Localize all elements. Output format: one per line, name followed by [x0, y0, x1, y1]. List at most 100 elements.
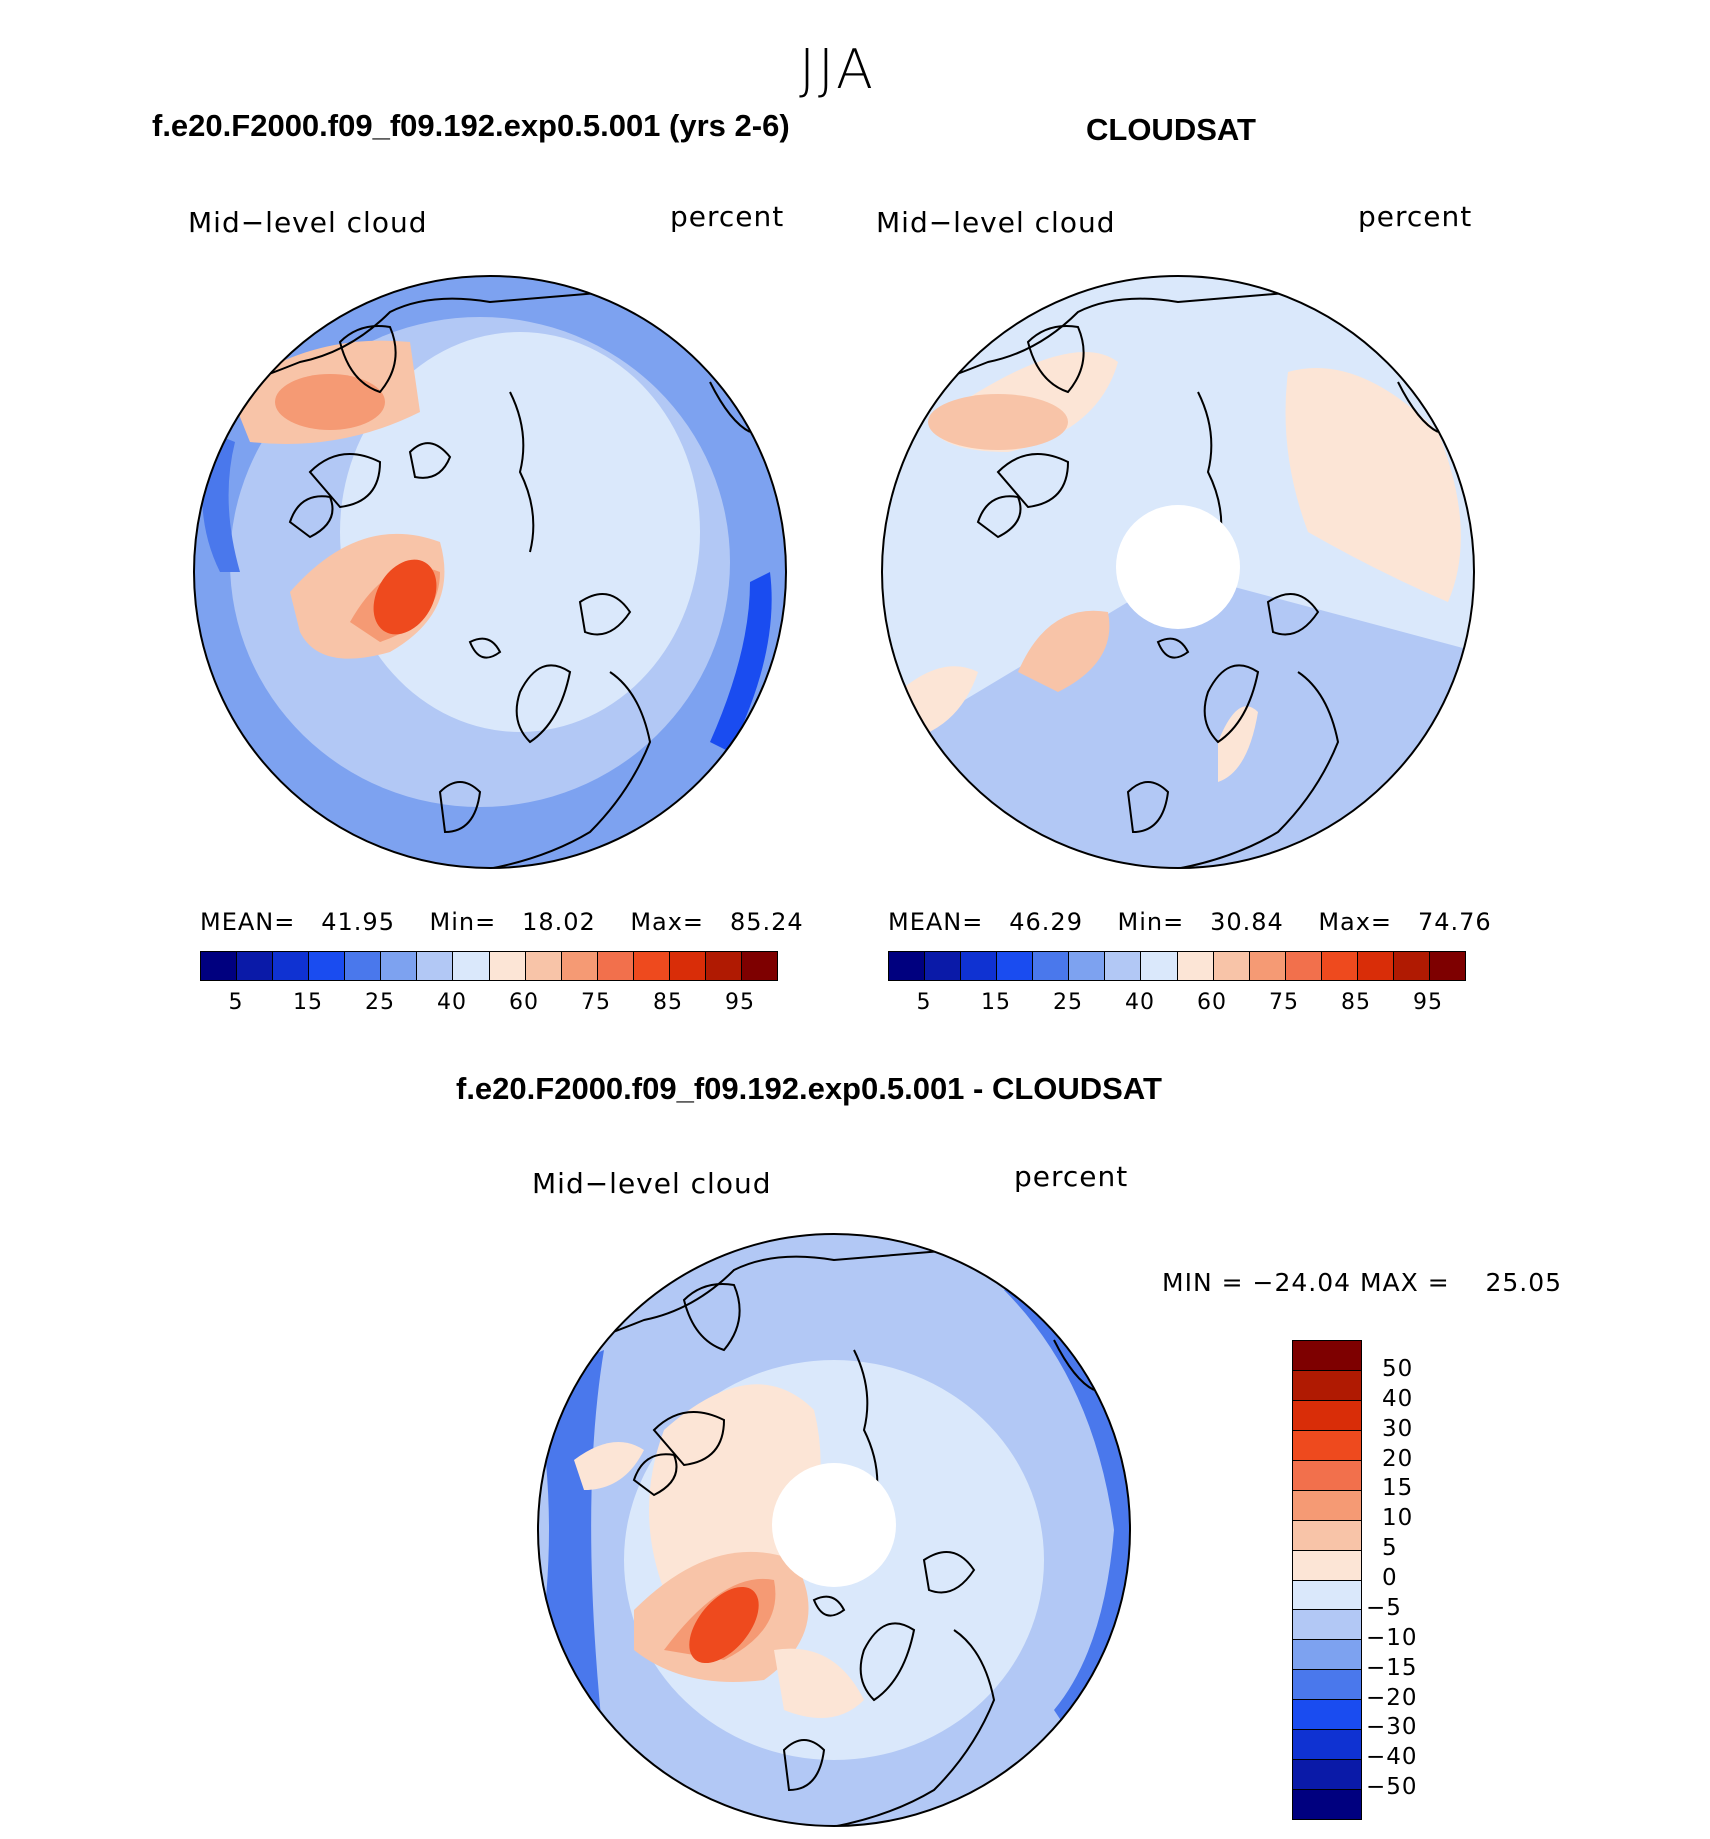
colorbar-swatch	[201, 952, 238, 980]
colorbar-swatch	[453, 952, 490, 980]
colorbar-swatch	[669, 952, 706, 980]
colorbar-tick-label: −20	[1366, 1684, 1418, 1711]
diff-coastlines-2	[538, 1248, 1095, 1826]
model-map-border	[193, 275, 787, 869]
colorbar-tick-label: 5	[916, 990, 932, 1015]
colorbar-tick-label: 95	[725, 990, 755, 1015]
colorbar-swatch	[1069, 952, 1106, 980]
diff-minmax: MIN = −24.04 MAX = 25.05	[1162, 1268, 1563, 1297]
diff-canada-warm	[649, 1384, 821, 1608]
colorbar-swatch	[1429, 952, 1465, 980]
model-panel-title: f.e20.F2000.f09_f09.192.exp0.5.001 (yrs …	[152, 108, 790, 143]
model-coastlines	[288, 325, 632, 834]
colorbar-tick-label: 75	[1269, 990, 1299, 1015]
colorbar-swatch	[1293, 1730, 1361, 1761]
colorbar-swatch	[1293, 1341, 1361, 1371]
colorbar-swatch	[925, 952, 962, 980]
colorbar-swatch	[1213, 952, 1250, 980]
colorbar-tick-label: 0	[1382, 1565, 1398, 1591]
diff-polar-map	[537, 1233, 1131, 1827]
colorbar-tick-label: 15	[1382, 1475, 1414, 1502]
diff-panel-title: f.e20.F2000.f09_f09.192.exp0.5.001 - CLO…	[456, 1071, 1162, 1106]
colorbar-swatch	[345, 952, 382, 980]
colorbar-swatch	[1293, 1670, 1361, 1701]
colorbar-swatch	[525, 952, 562, 980]
colorbar-swatch	[1177, 952, 1214, 980]
obs-variable-label: Mid−level cloud	[876, 206, 1116, 239]
colorbar-swatch	[1393, 952, 1430, 980]
colorbar-tick-label: 25	[365, 990, 395, 1015]
obs-pacific-warm	[1285, 368, 1461, 602]
colorbar-swatch	[889, 952, 926, 980]
colorbar-swatch	[489, 952, 526, 980]
colorbar-swatch	[741, 952, 777, 980]
colorbar-swatch	[633, 952, 670, 980]
obs-siberia-warmer	[928, 394, 1068, 450]
colorbar-tick-label: 15	[293, 990, 323, 1015]
model-siberia-hot	[275, 374, 385, 430]
model-colorbar	[200, 951, 778, 981]
colorbar-tick-label: 60	[509, 990, 539, 1015]
obs-colorbar-ticks: 5 15 25 40 60 75 85 95	[888, 990, 1464, 1020]
colorbar-swatch	[1293, 1700, 1361, 1731]
diff-atlantic-warm	[774, 1648, 864, 1718]
diff-variable-label: Mid−level cloud	[532, 1167, 772, 1200]
colorbar-tick-label: −40	[1366, 1744, 1418, 1771]
colorbar-tick-label: −10	[1366, 1624, 1418, 1651]
colorbar-swatch	[1285, 952, 1322, 980]
diff-greenland-peak	[689, 1586, 759, 1664]
model-colorbar-ticks: 5 15 25 40 60 75 85 95	[200, 990, 776, 1020]
model-variable-label: Mid−level cloud	[188, 206, 428, 239]
obs-stats: MEAN= 46.29 Min= 30.84 Max= 74.76	[888, 908, 1492, 936]
colorbar-swatch	[1293, 1400, 1361, 1431]
colorbar-swatch	[1293, 1370, 1361, 1401]
colorbar-swatch	[705, 952, 742, 980]
colorbar-swatch	[961, 952, 998, 980]
colorbar-swatch	[381, 952, 418, 980]
colorbar-swatch	[1321, 952, 1358, 980]
colorbar-swatch	[597, 952, 634, 980]
colorbar-tick-label: 30	[1382, 1415, 1414, 1442]
colorbar-tick-label: 85	[653, 990, 683, 1015]
figure-super-title: JJA	[799, 38, 876, 101]
colorbar-swatch	[1293, 1580, 1361, 1611]
colorbar-tick-label: 85	[1341, 990, 1371, 1015]
colorbar-swatch	[1293, 1790, 1361, 1819]
obs-panel-title: CLOUDSAT	[1086, 112, 1256, 147]
colorbar-swatch	[1293, 1460, 1361, 1491]
colorbar-tick-label: 15	[981, 990, 1011, 1015]
colorbar-swatch	[1293, 1760, 1361, 1791]
colorbar-swatch	[997, 952, 1034, 980]
model-units-label: percent	[670, 200, 785, 233]
diff-missing-data-hole	[772, 1463, 896, 1587]
colorbar-tick-label: 5	[1382, 1535, 1398, 1562]
colorbar-tick-label: 75	[581, 990, 611, 1015]
obs-greenland-warm	[1018, 610, 1110, 692]
colorbar-swatch	[1293, 1610, 1361, 1641]
model-atlantic-deep	[710, 572, 772, 752]
colorbar-tick-label: 60	[1197, 990, 1227, 1015]
diff-map-border	[537, 1233, 1131, 1827]
diff-colorbar-ticks: 50 40 30 20 15 10 5 0 −5 −10 −15 −20 −30 −40 −50	[1366, 1340, 1472, 1818]
colorbar-tick-label: 40	[437, 990, 467, 1015]
colorbar-tick-label: 25	[1053, 990, 1083, 1015]
colorbar-swatch	[1033, 952, 1070, 980]
colorbar-swatch	[1293, 1550, 1361, 1581]
colorbar-tick-label: 10	[1382, 1505, 1414, 1532]
model-greenland-peak	[373, 559, 437, 635]
colorbar-tick-label: 5	[228, 990, 244, 1015]
colorbar-tick-label: 40	[1382, 1385, 1414, 1412]
colorbar-swatch	[1293, 1520, 1361, 1551]
colorbar-swatch	[417, 952, 454, 980]
obs-coastlines-2	[882, 290, 1439, 868]
diff-coastlines	[632, 1283, 976, 1792]
colorbar-tick-label: −50	[1366, 1774, 1418, 1801]
colorbar-swatch	[1293, 1640, 1361, 1671]
obs-coastlines	[976, 325, 1320, 834]
colorbar-swatch	[309, 952, 346, 980]
model-coastlines-2	[194, 290, 751, 868]
diff-colorbar	[1292, 1340, 1362, 1820]
colorbar-tick-label: −15	[1366, 1654, 1418, 1681]
diff-pacific-warm	[574, 1442, 644, 1490]
colorbar-tick-label: 40	[1125, 990, 1155, 1015]
